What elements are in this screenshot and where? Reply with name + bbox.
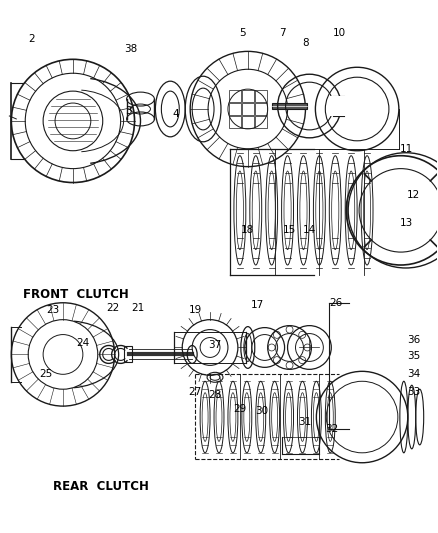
Text: 36: 36 [407, 335, 420, 344]
Text: 21: 21 [131, 303, 144, 313]
Bar [242, 90, 254, 102]
Text: 8: 8 [302, 38, 309, 49]
Bar [124, 346, 131, 362]
Text: 31: 31 [298, 417, 311, 427]
Text: 3: 3 [125, 106, 132, 116]
Bar [329, 96, 349, 116]
Text: 32: 32 [325, 424, 339, 434]
Text: 27: 27 [188, 387, 202, 397]
Text: FRONT  CLUTCH: FRONT CLUTCH [23, 288, 129, 301]
Bar [229, 103, 241, 115]
Text: 26: 26 [330, 298, 343, 308]
Text: 5: 5 [240, 28, 246, 38]
Text: 25: 25 [39, 369, 53, 379]
Text: 28: 28 [208, 390, 222, 400]
Text: 4: 4 [172, 109, 179, 119]
Text: REAR  CLUTCH: REAR CLUTCH [53, 480, 148, 493]
Bar [242, 103, 254, 115]
Text: 17: 17 [251, 300, 265, 310]
Text: 23: 23 [46, 305, 60, 314]
Bar [229, 90, 241, 102]
Text: 15: 15 [283, 225, 296, 235]
Text: 7: 7 [279, 28, 286, 38]
Text: 29: 29 [233, 404, 247, 414]
Text: 22: 22 [106, 303, 119, 313]
Text: 18: 18 [241, 225, 254, 235]
Text: 33: 33 [407, 387, 420, 397]
Bar [272, 103, 307, 109]
Text: 14: 14 [303, 225, 316, 235]
Text: 37: 37 [208, 340, 222, 350]
Bar [255, 116, 267, 128]
Bar [242, 116, 254, 128]
Text: 2: 2 [28, 35, 35, 44]
Text: 35: 35 [407, 351, 420, 361]
Text: 19: 19 [188, 305, 202, 314]
Text: 11: 11 [400, 144, 413, 154]
Bar [255, 103, 267, 115]
Bar [255, 90, 267, 102]
Text: 13: 13 [400, 219, 413, 228]
Text: 12: 12 [407, 190, 420, 200]
Text: 24: 24 [76, 337, 89, 348]
Text: 30: 30 [255, 406, 268, 416]
Text: 38: 38 [124, 44, 137, 54]
Bar [229, 116, 241, 128]
Text: 10: 10 [333, 28, 346, 38]
Text: 34: 34 [407, 369, 420, 379]
